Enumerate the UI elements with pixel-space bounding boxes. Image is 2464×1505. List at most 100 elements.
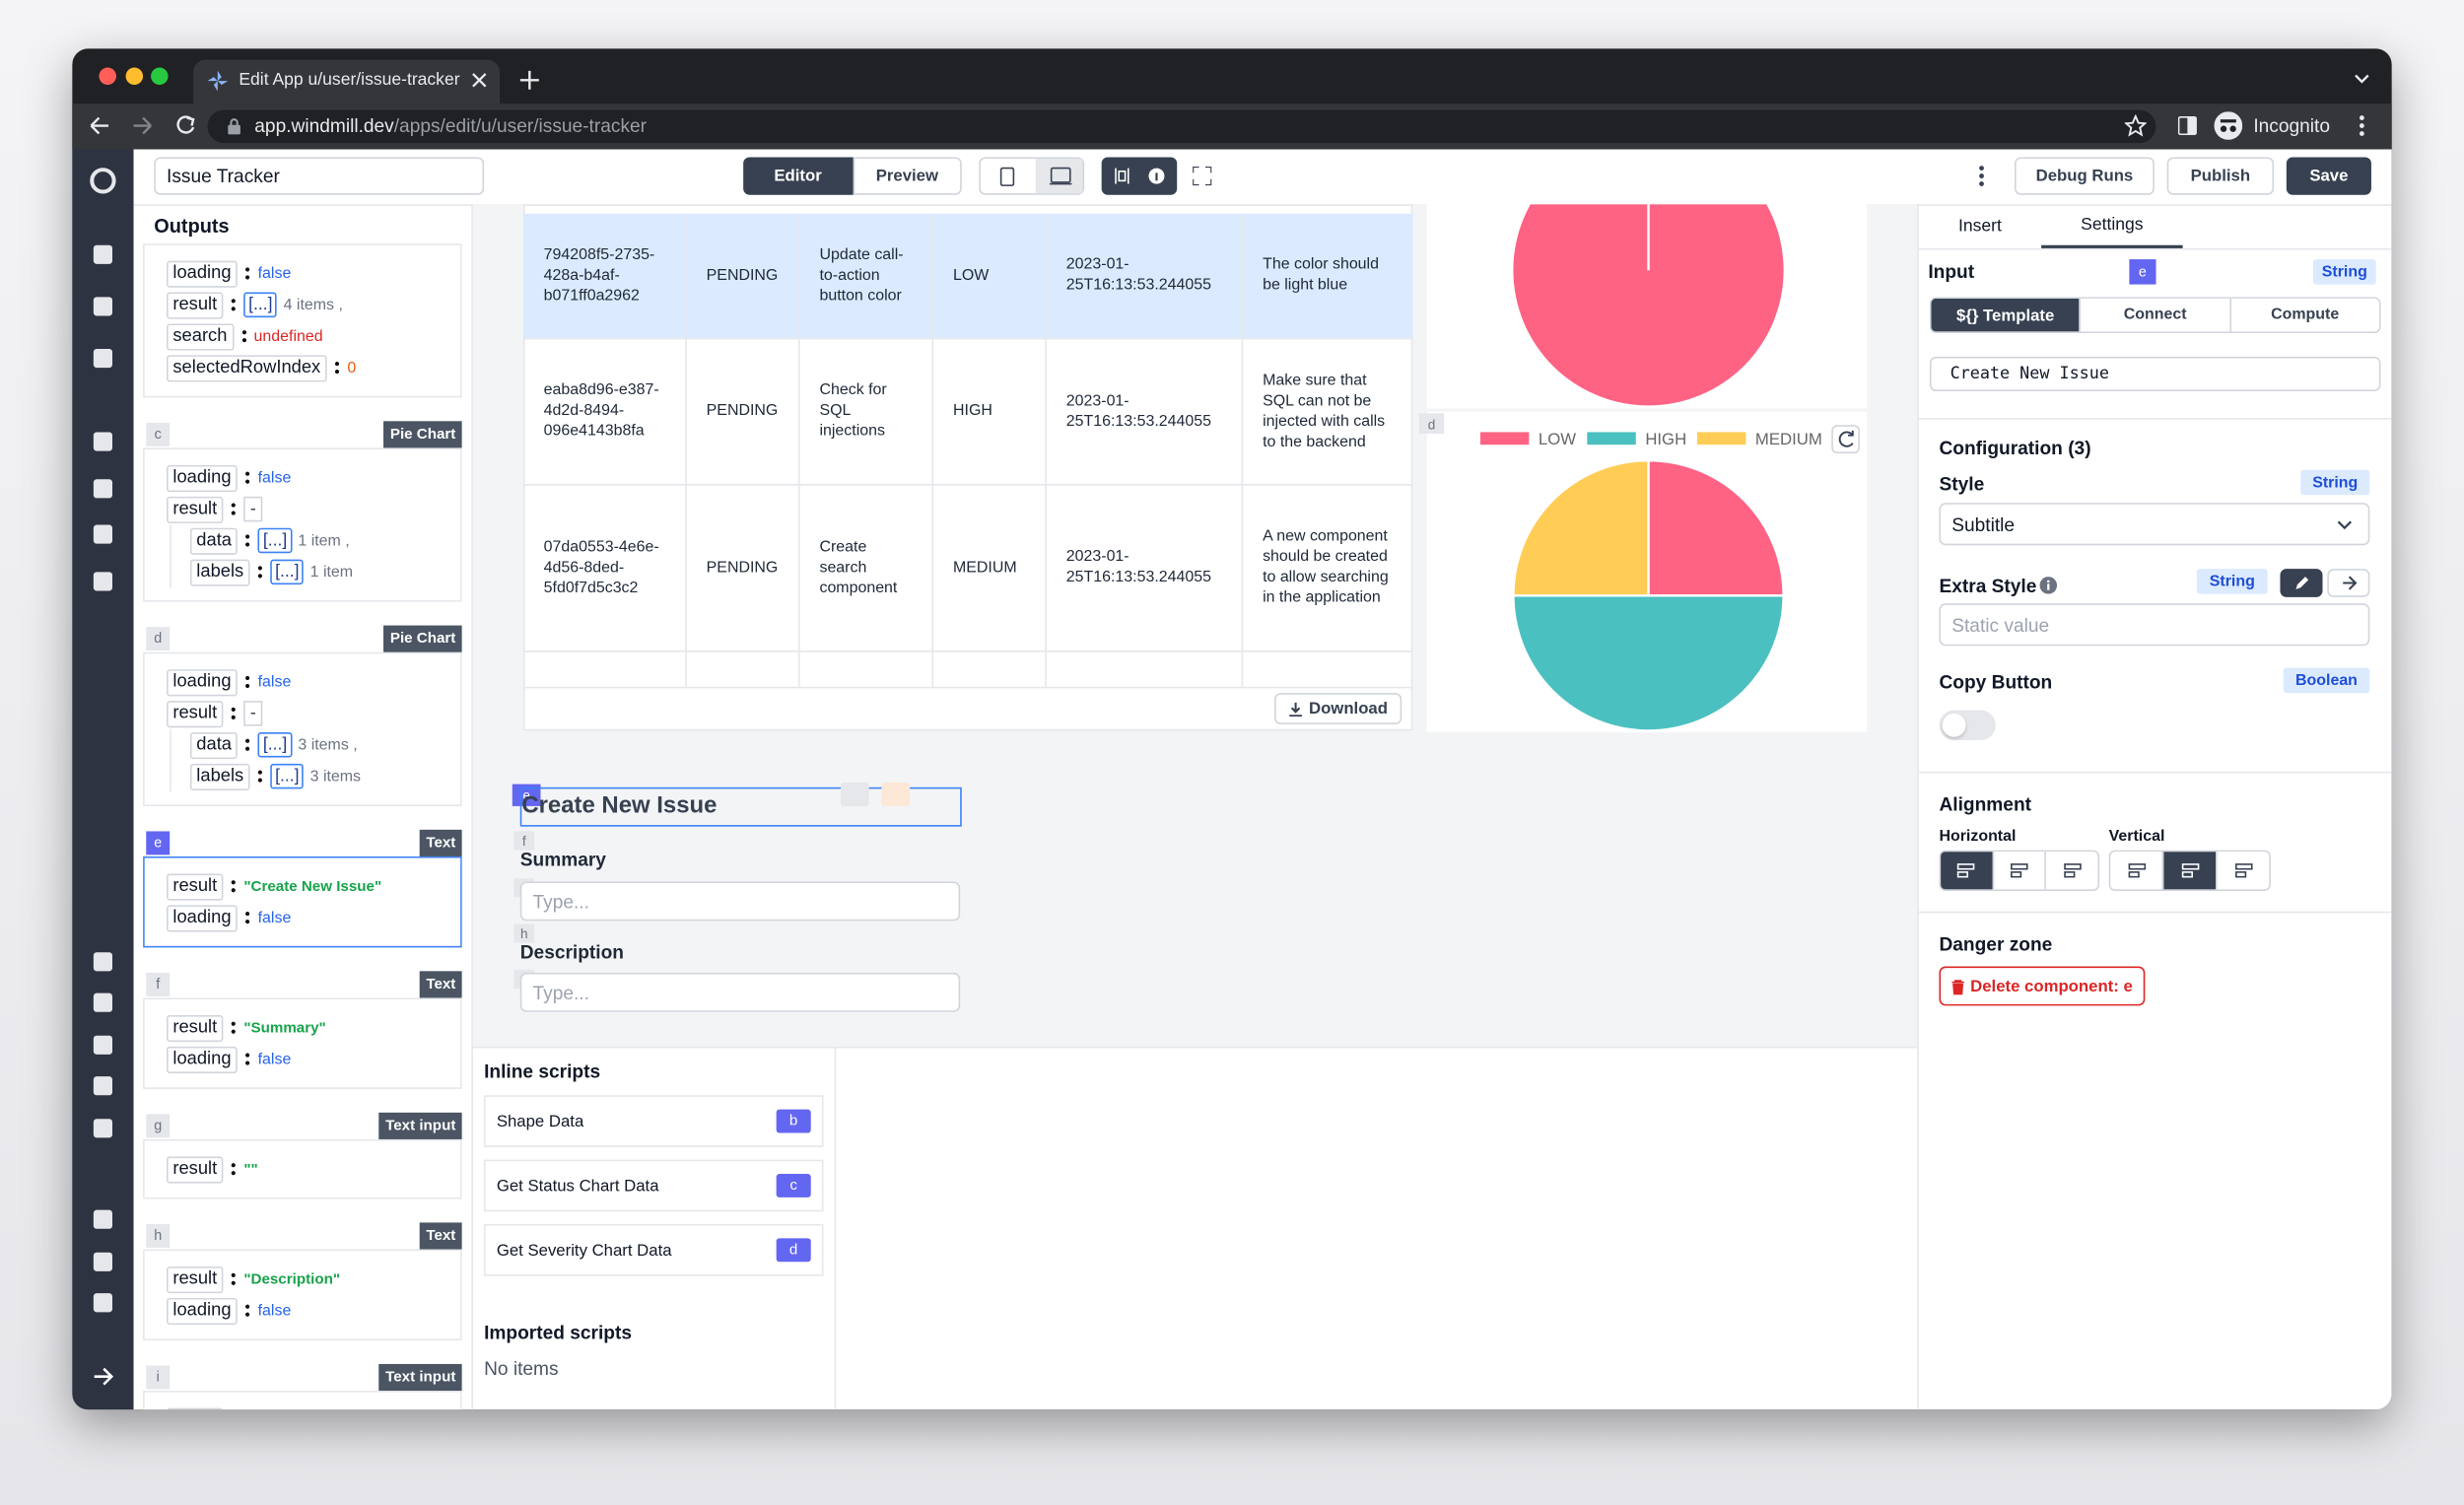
incognito-avatar[interactable] [2214, 111, 2243, 140]
table-cell: PENDING [685, 484, 799, 651]
action-button[interactable]: Debug Runs [2015, 157, 2155, 195]
colon [240, 329, 246, 343]
output-box[interactable]: loading false result [...] 4 items , search un… [143, 243, 462, 398]
info-icon[interactable] [2039, 577, 2058, 594]
input-mode[interactable]: Compute [2228, 298, 2379, 332]
extra-style-input[interactable]: Static value [1939, 603, 2370, 647]
colon [231, 503, 237, 515]
output-row: result "Description" [167, 1264, 451, 1295]
output-box[interactable]: result"" [143, 1138, 462, 1199]
mode-button[interactable]: Editor [743, 157, 853, 195]
bookmark-star[interactable] [2124, 114, 2147, 137]
download-button[interactable]: Download [1274, 693, 1403, 725]
panel-tab[interactable]: Settings [2041, 204, 2183, 248]
close-tab[interactable] [471, 72, 487, 88]
output-value[interactable]: [...] [258, 527, 293, 554]
script-item[interactable]: Get Status Chart Data c [484, 1159, 824, 1212]
legend-label: MEDIUM [1755, 430, 1822, 448]
selected-component[interactable] [519, 787, 962, 827]
align-button[interactable] [1992, 852, 2045, 890]
style-select[interactable]: Subtitle [1939, 503, 2370, 546]
table-footer-divider [522, 686, 1413, 689]
desktop-view[interactable] [1036, 159, 1083, 194]
output-note: 4 items , [283, 296, 343, 314]
action-button[interactable]: Save [2286, 157, 2371, 195]
output-value[interactable]: [...] [258, 731, 293, 758]
nav-icon [93, 992, 112, 1012]
nav-icon [93, 479, 112, 499]
component-type: Pie Chart [383, 420, 462, 447]
inline-scripts-list: Shape Data b Get Status Chart Data c Get Sev… [484, 1095, 824, 1288]
table-row[interactable]: A Cross Origin [522, 650, 1413, 687]
new-tab[interactable] [519, 70, 539, 90]
browser-tab[interactable] [193, 59, 501, 104]
text-input[interactable]: Type... [519, 881, 961, 922]
output-component: f Text result "Summary" loading false [143, 970, 462, 1089]
output-row: loading false [167, 462, 451, 494]
nav-icon [93, 1035, 112, 1055]
pie-chart-component[interactable]: LOW HIGH MEDIUM [1426, 411, 1868, 732]
align-button[interactable] [1941, 852, 1993, 890]
layout-toggle[interactable] [1101, 157, 1178, 195]
output-note: 3 items [309, 767, 362, 786]
pie-chart-component[interactable] [1426, 204, 1868, 409]
script-item[interactable]: Get Severity Chart Data d [484, 1224, 824, 1276]
connect-mode[interactable] [2327, 569, 2370, 597]
minimize-window[interactable] [125, 67, 144, 86]
text-input[interactable]: Type... [519, 972, 961, 1012]
output-value: false [257, 909, 292, 926]
align-button[interactable] [2044, 852, 2098, 890]
output-box[interactable]: loading false result - data [...] 1 item , labe… [143, 447, 462, 602]
input-mode[interactable]: Connect [2079, 298, 2229, 332]
panel-tab[interactable]: Insert [1957, 217, 2002, 237]
delete-component[interactable]: Delete component: e [1939, 966, 2146, 1006]
align-button[interactable] [2161, 852, 2217, 890]
table-row[interactable]: 794208f5-2735-428a-b4af-b071ff0a2962 PEND… [522, 213, 1413, 339]
action-button[interactable]: Publish [2166, 157, 2275, 195]
colon [245, 534, 251, 547]
output-value[interactable]: [...] [243, 292, 278, 318]
static-mode[interactable] [2280, 569, 2323, 597]
close-window[interactable] [99, 67, 116, 86]
table-row[interactable]: 07da0553-4e6e-4d56-8ded-5fd0f7d5c3c2 PEND… [522, 484, 1413, 651]
copy-button-toggle[interactable] [1939, 710, 1996, 740]
collapse-sidebar[interactable] [93, 1367, 114, 1386]
output-box[interactable]: result "Description" loading false [143, 1249, 462, 1341]
output-row: loading false [167, 257, 451, 289]
move-handle[interactable] [840, 783, 869, 806]
output-row: result - [167, 494, 451, 525]
component-id: h [146, 1223, 171, 1248]
nav-icon [93, 1293, 112, 1313]
table-cell [522, 650, 686, 687]
anchor-handle[interactable] [881, 783, 911, 806]
output-value[interactable]: [...] [270, 559, 305, 585]
output-box[interactable]: result "Create New Issue" loading false [143, 855, 462, 948]
mode-button[interactable]: Preview [852, 157, 962, 195]
script-item[interactable]: Shape Data b [484, 1095, 824, 1147]
align-button[interactable] [2110, 852, 2162, 889]
table-row[interactable]: eaba8d96-e387-4d2d-8494-096e4143b8fa PEND… [522, 337, 1413, 485]
output-box[interactable]: result"" [143, 1391, 462, 1410]
input-mode[interactable]: ${} Template [1931, 298, 2080, 332]
mode-toggle: Editor Preview [743, 157, 962, 195]
mobile-view[interactable] [981, 159, 1030, 193]
output-component: h Text result "Description" loading false [143, 1221, 462, 1341]
omnibox[interactable] [207, 109, 2156, 144]
align-glyph [2234, 863, 2252, 870]
tab-menu[interactable] [2354, 74, 2369, 85]
settings-panel [1917, 204, 2392, 1410]
panel-tabs: Insert Settings [1918, 204, 2392, 250]
output-value[interactable]: [...] [270, 763, 305, 789]
output-row: result "Create New Issue" [167, 870, 451, 902]
align-button[interactable] [2216, 852, 2269, 890]
fullscreen[interactable] [1193, 167, 1212, 186]
input-value[interactable]: Create New Issue [1929, 356, 2381, 392]
output-box[interactable]: result "Summary" loading false [143, 997, 462, 1089]
side-panel[interactable] [2177, 115, 2197, 136]
nav-buttons[interactable] [88, 114, 206, 136]
browser-menu[interactable] [2359, 114, 2364, 136]
maximize-window[interactable] [151, 67, 169, 86]
app-name-input[interactable]: Issue Tracker [154, 157, 485, 195]
output-box[interactable]: loading false result - data [...] 3 items , lab… [143, 651, 462, 806]
more-menu[interactable] [1978, 165, 1984, 186]
